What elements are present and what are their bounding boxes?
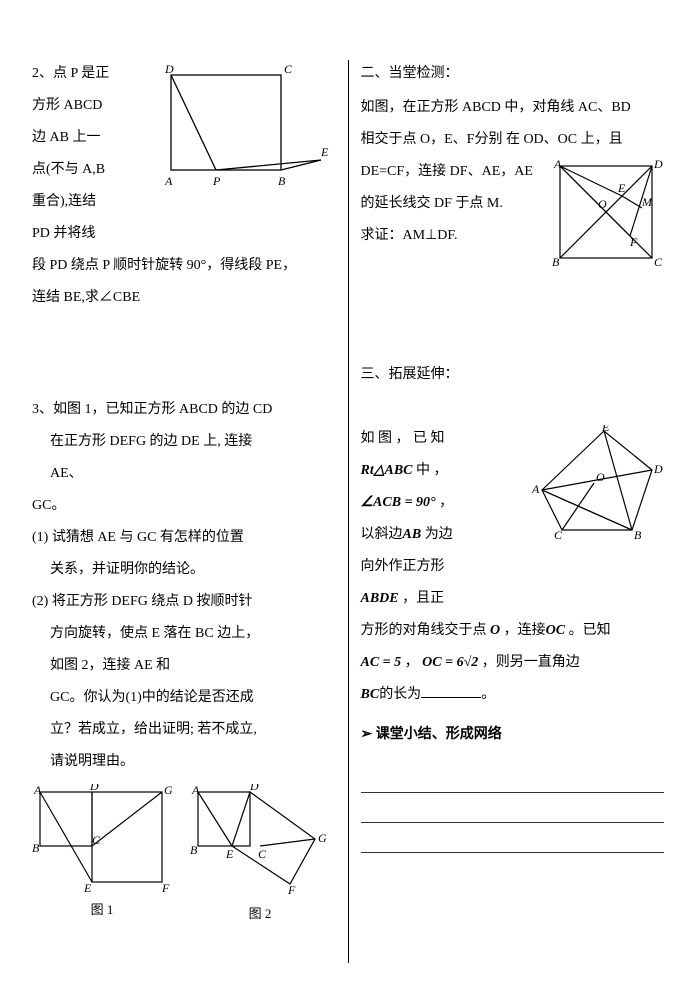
s2-l2: 相交于点 O，E、F分别 在 OD、OC 上，且 [361, 126, 665, 154]
svg-text:C: C [92, 833, 101, 847]
fig1-caption: 图 1 [32, 899, 172, 918]
fig2-caption: 图 2 [190, 903, 330, 922]
section-3-body: E D A B C O 如 图 ， 已 知 Rt△ABC 中 ， ∠ACB = … [361, 425, 665, 709]
p2-line6: PD 并将线 [32, 220, 336, 248]
problem-3: 3、如图 1，已知正方形 ABCD 的边 CD 在正方形 DEFG 的边 DE … [32, 396, 336, 922]
s3-l5: 向外作正方形 [361, 553, 665, 581]
right-column: 二、当堂检测： 如图，在正方形 ABCD 中，对角线 AC、BD 相交于点 O，… [349, 60, 677, 963]
svg-text:A: A [164, 174, 173, 188]
svg-text:F: F [161, 881, 170, 892]
section-3-title: 三、拓展延伸： [361, 361, 665, 389]
problem-3-figures: A D G B C E F 图 1 [32, 784, 336, 922]
svg-text:E: E [320, 145, 329, 159]
section-2-body: 如图，在正方形 ABCD 中，对角线 AC、BD 相交于点 O，E、F分别 在 … [361, 94, 665, 281]
answer-blank[interactable] [421, 684, 481, 698]
blank-line[interactable] [361, 829, 665, 853]
svg-text:A: A [553, 158, 562, 171]
svg-text:C: C [284, 62, 293, 76]
p3-l6: 关系，并证明你的结论。 [32, 556, 336, 584]
summary-blank-lines [361, 769, 665, 853]
svg-text:E: E [617, 181, 626, 195]
figure-1: A D G B C E F 图 1 [32, 784, 172, 922]
left-column: A B C D P E 2、点 P 是正 方形 ABCD 边 AB 上一 点(不… [20, 60, 349, 963]
blank-line[interactable] [361, 799, 665, 823]
svg-text:A: A [191, 784, 200, 797]
section-2-figure: A D B C O E F M [552, 158, 664, 275]
p3-l7: (2) 将正方形 DEFG 绕点 D 按顺时针 [32, 588, 336, 616]
p3-l10: GC。你认为(1)中的结论是否还成 [32, 684, 336, 712]
p3-l9: 如图 2，连接 AE 和 [32, 652, 336, 680]
svg-text:A: A [532, 482, 540, 496]
svg-text:C: C [654, 255, 663, 269]
blank-line[interactable] [361, 769, 665, 793]
svg-text:B: B [278, 174, 286, 188]
svg-text:D: D [653, 158, 663, 171]
svg-text:B: B [32, 841, 40, 855]
svg-text:M: M [641, 195, 653, 209]
problem-2-figure: A B C D P E [161, 60, 336, 195]
p3-l1: 3、如图 1，已知正方形 ABCD 的边 CD [32, 396, 336, 424]
p3-l3: AE、 [32, 460, 336, 488]
svg-text:E: E [225, 847, 234, 861]
p2-line7: 段 PD 绕点 P 顺时针旋转 90°，得线段 PE， [32, 252, 336, 280]
p3-l8: 方向旋转，使点 E 落在 BC 边上， [32, 620, 336, 648]
s2-l1: 如图，在正方形 ABCD 中，对角线 AC、BD [361, 94, 665, 122]
svg-text:F: F [629, 235, 638, 249]
svg-text:D: D [653, 462, 663, 476]
svg-text:G: G [164, 784, 172, 797]
svg-text:P: P [212, 174, 221, 188]
svg-text:C: C [554, 528, 563, 542]
p3-l2: 在正方形 DEFG 的边 DE 上, 连接 [32, 428, 336, 456]
svg-text:C: C [258, 847, 267, 861]
s3-l7: 方形的对角线交于点 O ，连接OC 。已知 [361, 617, 665, 645]
svg-text:D: D [249, 784, 259, 793]
p3-l4: GC。 [32, 492, 336, 520]
s3-l8: AC = 5 ， OC = 6√2 ，则另一直角边 [361, 649, 665, 677]
p3-l11: 立？若成立，给出证明; 若不成立, [32, 716, 336, 744]
svg-text:A: A [33, 784, 42, 797]
figure-2: A D B E C G F 图 2 [190, 784, 330, 922]
svg-text:E: E [601, 425, 610, 434]
svg-text:F: F [287, 883, 296, 896]
p2-line8: 连结 BE,求∠CBE [32, 284, 336, 312]
s3-l6: ABDE ，且正 [361, 585, 665, 613]
summary-title: 课堂小结、形成网络 [361, 721, 665, 749]
svg-text:B: B [190, 843, 198, 857]
p3-l5: (1) 试猜想 AE 与 GC 有怎样的位置 [32, 524, 336, 552]
p3-l12: 请说明理由。 [32, 748, 336, 776]
svg-text:B: B [634, 528, 642, 542]
svg-text:O: O [598, 197, 607, 211]
problem-2: A B C D P E 2、点 P 是正 方形 ABCD 边 AB 上一 点(不… [32, 60, 336, 312]
s3-l9: BC的长为。 [361, 681, 665, 709]
svg-text:O: O [596, 470, 605, 484]
svg-text:B: B [552, 255, 560, 269]
svg-text:E: E [83, 881, 92, 892]
section-2-title: 二、当堂检测： [361, 60, 665, 88]
svg-text:G: G [318, 831, 327, 845]
svg-text:D: D [89, 784, 99, 793]
section-3-figure: E D A B C O [532, 425, 664, 550]
svg-text:D: D [164, 62, 174, 76]
